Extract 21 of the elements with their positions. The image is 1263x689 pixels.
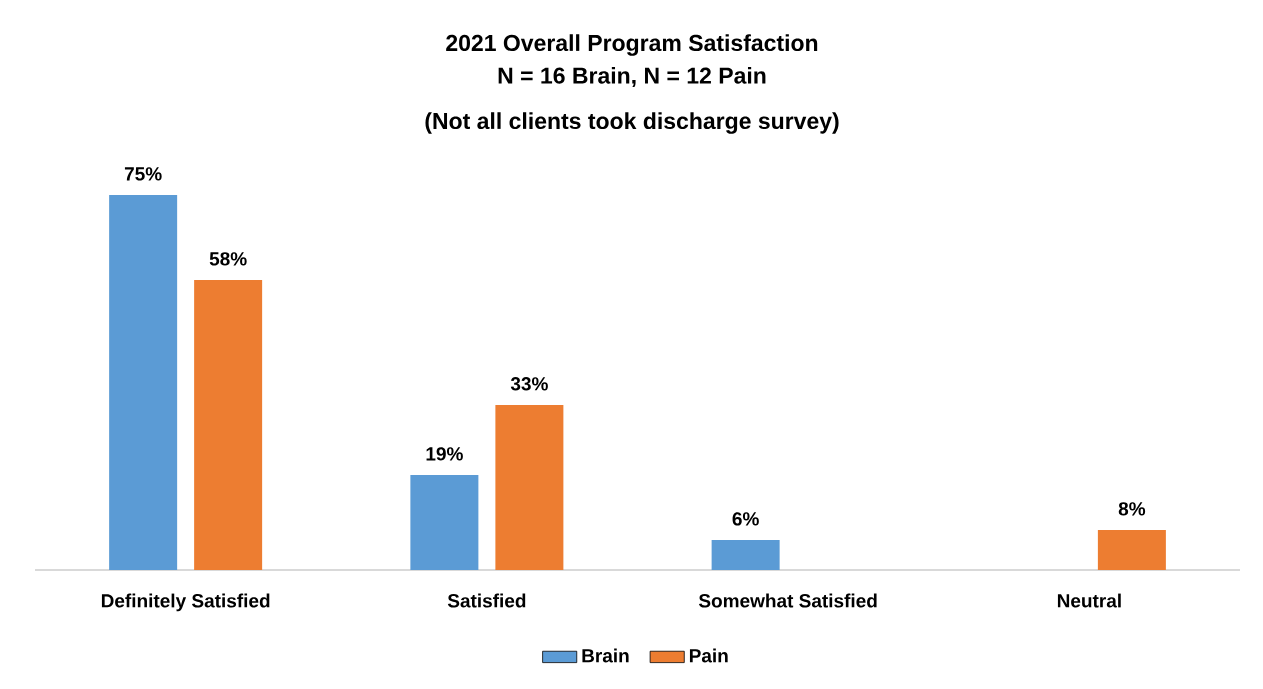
x-tick-label: Definitely Satisfied [101,593,270,612]
data-label: 58% [209,252,247,266]
data-label: 8% [1118,502,1146,516]
x-tick-label: Satisfied [447,593,526,608]
bar [1097,529,1166,570]
bar [711,539,780,570]
bar [495,404,564,570]
legend-label: Brain [582,648,629,663]
legend-label: Pain [689,648,728,663]
data-label: 33% [510,377,548,391]
data-label: 75% [124,167,162,181]
chart-subtitle: N = 16 Brain, N = 12 Pain [498,66,766,88]
x-tick-label: Neutral [1057,593,1121,608]
data-label: 6% [732,512,759,526]
bar [410,474,479,570]
x-tick-label: Somewhat Satisfied [698,593,877,608]
data-label: 19% [426,447,463,461]
chart-title: 2021 Overall Program Satisfaction [446,34,818,56]
text: (Not all clients took discharge survey) [425,112,839,134]
bar [109,194,178,570]
bar [194,279,263,570]
